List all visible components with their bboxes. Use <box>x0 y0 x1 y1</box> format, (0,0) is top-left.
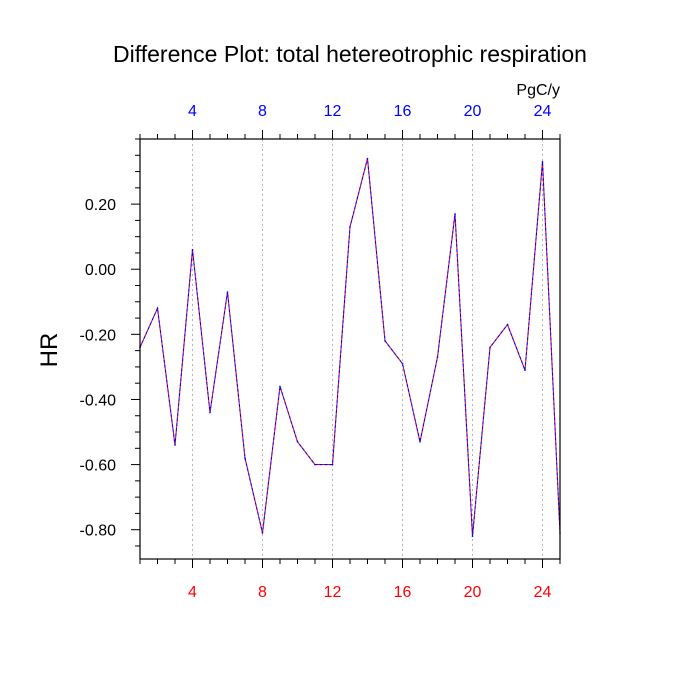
data-point <box>384 340 386 342</box>
x-tick-label-bottom: 16 <box>394 584 412 601</box>
x-tick-label-top: 24 <box>534 103 552 120</box>
data-point <box>524 369 526 371</box>
units-label: PgC/y <box>516 82 560 99</box>
data-point <box>541 160 544 163</box>
chart-title: Difference Plot: total hetereotrophic re… <box>113 41 587 67</box>
grid-layer <box>192 139 543 559</box>
data-point <box>401 362 404 365</box>
data-point <box>471 535 474 538</box>
y-tick-label: 0.00 <box>85 262 116 279</box>
x-tick-label-top: 8 <box>258 103 267 120</box>
data-point <box>191 248 194 251</box>
x-tick-label-bottom: 8 <box>258 584 267 601</box>
plot-frame <box>139 138 561 560</box>
series-line <box>139 158 561 537</box>
y-tick-label: -0.80 <box>80 523 117 540</box>
data-point <box>279 385 281 388</box>
x-tick-label-top: 16 <box>394 103 412 120</box>
ticks-layer <box>131 130 561 568</box>
data-point <box>489 346 491 349</box>
data-point <box>349 226 351 228</box>
data-point <box>244 457 246 459</box>
y-axis-label: HR <box>36 333 63 368</box>
data-point <box>454 213 456 215</box>
data-point <box>226 291 229 293</box>
data-point <box>419 440 421 443</box>
x-tick-label-top: 20 <box>464 103 482 120</box>
x-tick-label-bottom: 12 <box>324 584 342 601</box>
y-tick-label: -0.40 <box>80 392 117 409</box>
x-tick-label-bottom: 20 <box>464 584 482 601</box>
data-point <box>174 444 176 446</box>
data-point <box>209 411 211 414</box>
data-point <box>436 356 439 358</box>
x-tick-label-bottom: 24 <box>534 584 552 601</box>
series-layer <box>139 157 561 538</box>
data-point <box>331 463 334 466</box>
data-point <box>261 532 264 534</box>
x-tick-label-top: 12 <box>324 103 342 120</box>
data-point <box>296 440 299 443</box>
x-tick-label-bottom: 4 <box>188 584 197 601</box>
y-tick-label: 0.20 <box>85 197 116 214</box>
data-point <box>314 463 316 466</box>
x-tick-label-top: 4 <box>188 103 197 120</box>
y-tick-label: -0.60 <box>80 458 117 475</box>
data-point <box>506 323 509 326</box>
data-point <box>156 307 159 310</box>
data-point <box>366 157 369 160</box>
y-tick-label: -0.20 <box>80 327 117 344</box>
labels-layer: -0.80 -0.60 -0.40 -0.20 0.00 0.20 4 4 8 8 12 12 16 16… <box>80 103 552 601</box>
